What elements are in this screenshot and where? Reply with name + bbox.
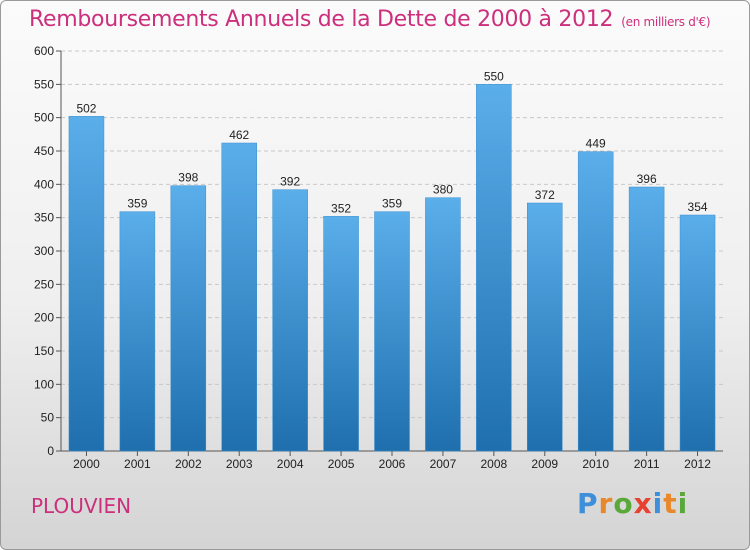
y-tick-label: 450 [34, 144, 54, 158]
bar-2006 [374, 211, 410, 452]
x-tick-label-2004: 2004 [277, 457, 304, 471]
y-tick-label: 150 [34, 344, 54, 358]
y-tick-label: 500 [34, 111, 54, 125]
y-tick-label: 0 [47, 444, 54, 458]
x-tick-label-2007: 2007 [430, 457, 457, 471]
bar-2011 [628, 186, 665, 452]
x-tick-label-2012: 2012 [684, 457, 711, 471]
bar-2009 [527, 202, 563, 452]
logo-letter: r [598, 487, 614, 520]
logo-letter: t [663, 487, 678, 520]
logo-letter: P [577, 487, 599, 520]
bars [68, 84, 716, 452]
commune-name: PLOUVIEN [31, 494, 132, 518]
logo-letter: x [633, 487, 653, 520]
value-label-2002: 398 [178, 171, 198, 185]
proxiti-logo[interactable]: Proxiti [577, 487, 688, 520]
value-label-2001: 359 [127, 197, 147, 211]
x-tick-label-2005: 2005 [328, 457, 355, 471]
bar-2004 [272, 189, 308, 452]
chart-title-text: Remboursements Annuels de la Dette de 20… [29, 7, 614, 32]
value-label-2005: 352 [331, 201, 351, 215]
axes: 0 50 100 150 200 250 300 350 400 450 500 550 600 2000… [34, 44, 723, 471]
y-tick-label: 100 [34, 377, 54, 391]
y-tick-label: 600 [34, 44, 54, 58]
y-tick-label: 550 [34, 77, 54, 91]
y-tick-label: 50 [41, 411, 55, 425]
x-tick-label-2011: 2011 [634, 457, 660, 471]
x-tick-label-2001: 2001 [124, 457, 151, 471]
bar-2001 [119, 211, 156, 452]
y-tick-label: 300 [34, 244, 54, 258]
bar-2003 [221, 142, 257, 452]
bar-2008 [476, 84, 512, 452]
bar-2002 [170, 185, 207, 452]
value-labels: 502 359 398 462 392 352 359 380 550 372 449 396 354 [76, 69, 707, 215]
y-tick-label: 250 [34, 277, 54, 291]
logo-letter: i [677, 487, 689, 520]
value-label-2011: 396 [637, 172, 657, 186]
x-tick-label-2006: 2006 [379, 457, 406, 471]
x-tick-label-2009: 2009 [531, 457, 558, 471]
value-label-2010: 449 [586, 137, 606, 151]
y-tick-label: 200 [34, 311, 54, 325]
value-label-2009: 372 [535, 188, 555, 202]
x-tick-label-2010: 2010 [582, 457, 609, 471]
bar-2007 [425, 197, 461, 452]
bar-2005 [323, 216, 359, 452]
bar-2010 [577, 151, 614, 452]
y-tick-label: 350 [34, 211, 54, 225]
chart-title: Remboursements Annuels de la Dette de 20… [29, 7, 711, 32]
x-tick-label-2002: 2002 [175, 457, 202, 471]
value-label-2012: 354 [688, 200, 708, 214]
x-tick-label-2008: 2008 [480, 457, 507, 471]
y-tick-label: 400 [34, 177, 54, 191]
chart-unit: (en milliers d'€) [621, 15, 711, 29]
x-tick-label-2003: 2003 [226, 457, 253, 471]
value-label-2007: 380 [433, 183, 453, 197]
value-label-2006: 359 [382, 197, 402, 211]
x-tick-label-2000: 2000 [73, 457, 100, 471]
bar-2000 [68, 116, 105, 452]
logo-letter: o [613, 487, 634, 520]
bar-2012 [679, 214, 716, 452]
value-label-2004: 392 [280, 175, 300, 189]
value-label-2008: 550 [484, 69, 504, 83]
value-label-2000: 502 [76, 101, 96, 115]
value-label-2003: 462 [229, 128, 249, 142]
logo-letter: i [652, 487, 664, 520]
